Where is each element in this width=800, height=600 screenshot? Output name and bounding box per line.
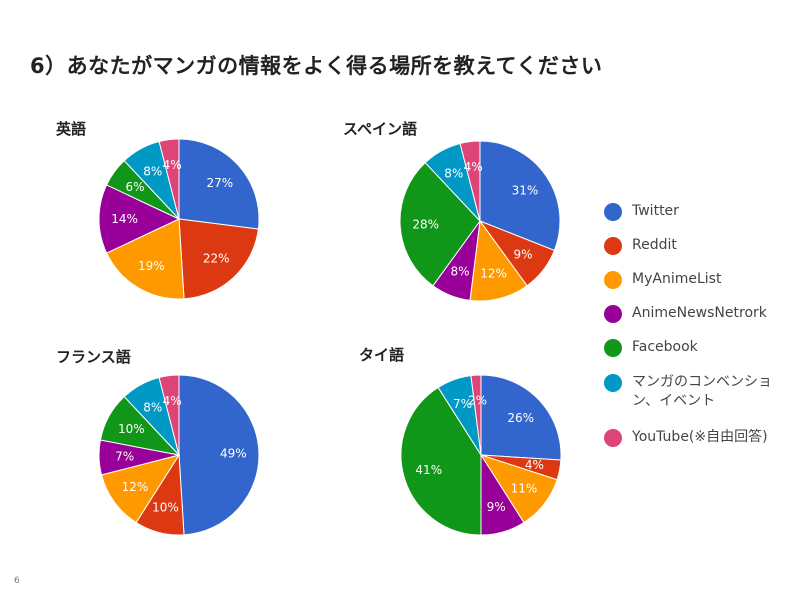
pie-title-thai: タイ語	[359, 346, 405, 364]
legend-dot-myanimelist	[604, 271, 622, 289]
legend-dot-youtube	[604, 429, 622, 447]
pie-slice-english-6	[158, 138, 180, 220]
pie-label-english-1: 22%	[203, 252, 230, 266]
pie-label-thai-4: 41%	[415, 463, 442, 477]
pie-slice-thai-0	[480, 374, 562, 461]
legend-label: YouTube(※自由回答)	[632, 429, 768, 445]
pie-label-english-2: 19%	[138, 259, 165, 273]
legend-item-animenewsnetwork: AnimeNewsNetrork	[604, 304, 794, 323]
legend-label: マンガのコンベンション、イベント	[632, 374, 772, 409]
legend-dot-convention	[604, 374, 622, 392]
legend-item-youtube: YouTube(※自由回答)	[604, 428, 794, 447]
pie-label-thai-1: 4%	[525, 458, 544, 472]
pie-label-spanish-5: 8%	[444, 166, 463, 180]
pie-label-english-5: 8%	[143, 164, 162, 178]
pie-label-spanish-4: 28%	[412, 217, 439, 231]
pie-label-english-6: 4%	[163, 158, 182, 172]
page-number: 6	[14, 576, 20, 586]
pie-slice-spanish-6	[459, 140, 481, 222]
pie-slice-english-2	[105, 218, 185, 300]
pie-label-french-5: 8%	[143, 400, 162, 414]
pie-label-english-3: 14%	[111, 212, 138, 226]
legend-item-facebook: Facebook	[604, 338, 794, 357]
legend-label: Facebook	[632, 339, 698, 355]
pie-label-english-0: 27%	[206, 176, 233, 190]
legend-item-convention: マンガのコンベンション、イベント	[604, 373, 794, 411]
page-title: 6）あなたがマンガの情報をよく得る場所を教えてください	[30, 54, 603, 78]
legend-item-reddit: Reddit	[604, 236, 794, 255]
legend-label: Reddit	[632, 237, 677, 253]
pie-label-spanish-6: 4%	[464, 160, 483, 174]
pie-label-french-6: 4%	[163, 394, 182, 408]
pie-label-thai-3: 9%	[487, 500, 506, 514]
legend-dot-animenewsnetwork	[604, 305, 622, 323]
pie-slice-spanish-2	[469, 219, 528, 302]
pie-label-spanish-0: 31%	[512, 183, 539, 197]
pie-label-thai-0: 26%	[507, 411, 534, 425]
pie-slice-french-2	[100, 454, 181, 524]
legend-label: Twitter	[632, 203, 679, 219]
legend-dot-twitter	[604, 203, 622, 221]
pie-slice-french-6	[158, 374, 180, 456]
pie-slice-french-0	[178, 374, 260, 536]
legend-label: AnimeNewsNetrork	[632, 305, 767, 321]
pie-slice-english-1	[178, 218, 259, 300]
pie-label-thai-5: 7%	[453, 397, 472, 411]
pie-slice-spanish-0	[479, 140, 561, 252]
pie-label-french-1: 10%	[152, 501, 179, 515]
pie-label-spanish-1: 9%	[513, 247, 532, 261]
pie-slice-english-0	[178, 138, 260, 230]
pie-title-french: フランス語	[56, 348, 131, 366]
pie-label-french-3: 7%	[115, 450, 134, 464]
pie-label-thai-2: 11%	[511, 481, 538, 495]
pie-label-french-0: 49%	[220, 446, 247, 460]
pie-title-english: 英語	[56, 120, 87, 138]
pie-slice-thai-6	[470, 374, 482, 456]
legend-label: MyAnimeList	[632, 271, 722, 287]
pie-label-spanish-3: 8%	[450, 265, 469, 279]
pie-label-spanish-2: 12%	[480, 267, 507, 281]
pie-label-french-2: 12%	[122, 480, 149, 494]
pie-label-french-4: 10%	[118, 422, 145, 436]
legend-item-twitter: Twitter	[604, 202, 794, 221]
pie-slice-english-3	[98, 184, 181, 254]
legend-dot-reddit	[604, 237, 622, 255]
legend-item-myanimelist: MyAnimeList	[604, 270, 794, 289]
pie-title-spanish: スペイン語	[343, 120, 417, 138]
legend-dot-facebook	[604, 339, 622, 357]
pie-label-english-4: 6%	[125, 180, 144, 194]
pie-slice-spanish-4	[399, 161, 481, 287]
pie-label-thai-6: 2%	[468, 394, 487, 408]
